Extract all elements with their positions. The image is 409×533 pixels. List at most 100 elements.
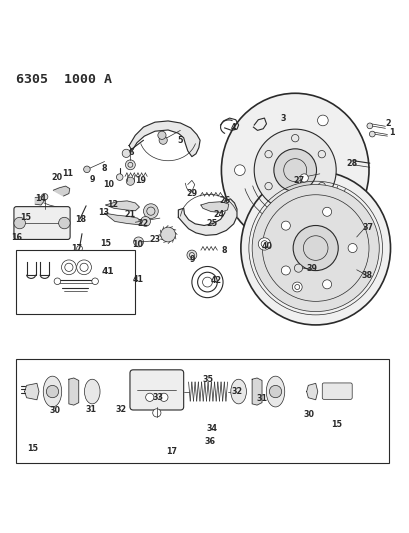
Text: 16: 16 [11, 233, 22, 243]
Polygon shape [25, 383, 39, 400]
Text: 40: 40 [261, 243, 272, 252]
Circle shape [160, 393, 168, 401]
Circle shape [366, 123, 372, 129]
Text: 27: 27 [292, 176, 303, 185]
Polygon shape [106, 201, 139, 211]
Text: 5: 5 [177, 136, 183, 145]
Text: 42: 42 [210, 276, 222, 285]
Text: 1: 1 [388, 127, 393, 136]
Text: 9: 9 [90, 175, 95, 184]
Text: 19: 19 [135, 176, 145, 185]
Text: 33: 33 [152, 393, 163, 402]
Circle shape [369, 131, 374, 137]
Text: 29: 29 [186, 189, 197, 198]
Text: 36: 36 [204, 438, 215, 447]
Circle shape [281, 266, 290, 275]
Polygon shape [69, 378, 79, 405]
Polygon shape [104, 213, 141, 225]
Text: 32: 32 [231, 386, 242, 395]
Text: 17: 17 [166, 447, 176, 456]
Ellipse shape [221, 93, 368, 247]
Text: 6: 6 [128, 148, 134, 157]
Text: 30: 30 [303, 410, 314, 419]
Polygon shape [129, 121, 200, 157]
Circle shape [126, 177, 134, 185]
Circle shape [258, 238, 270, 250]
Circle shape [46, 385, 58, 398]
Text: 38: 38 [361, 271, 372, 280]
Circle shape [61, 260, 76, 274]
Circle shape [292, 282, 301, 292]
Text: 13: 13 [98, 208, 108, 217]
Circle shape [252, 184, 378, 312]
Text: 35: 35 [202, 375, 213, 384]
Text: 20: 20 [51, 173, 62, 182]
Text: 21: 21 [124, 211, 136, 220]
Text: 2: 2 [385, 119, 391, 128]
Text: 4: 4 [230, 124, 236, 132]
Ellipse shape [240, 171, 390, 325]
Circle shape [273, 149, 316, 191]
Text: 12: 12 [107, 200, 118, 209]
Circle shape [76, 260, 91, 274]
Circle shape [292, 225, 337, 271]
FancyBboxPatch shape [321, 383, 351, 399]
Circle shape [54, 278, 61, 285]
Text: 6305  1000 A: 6305 1000 A [16, 73, 112, 86]
Text: 22: 22 [137, 219, 148, 228]
Circle shape [294, 264, 302, 272]
Circle shape [187, 250, 196, 260]
Text: 9: 9 [189, 255, 194, 264]
Text: 39: 39 [306, 264, 317, 273]
Circle shape [14, 217, 25, 229]
Text: 15: 15 [27, 444, 38, 453]
Circle shape [58, 217, 70, 229]
Bar [16, 250, 135, 313]
Circle shape [299, 174, 308, 182]
Circle shape [145, 393, 153, 401]
Text: 31: 31 [256, 394, 266, 403]
Polygon shape [178, 199, 236, 236]
Circle shape [125, 160, 135, 169]
Circle shape [133, 237, 143, 247]
Circle shape [269, 385, 281, 398]
Text: 17: 17 [72, 244, 82, 253]
FancyBboxPatch shape [130, 370, 183, 410]
Text: 23: 23 [149, 235, 160, 244]
Text: 41: 41 [133, 275, 144, 284]
Polygon shape [306, 383, 317, 400]
Text: 32: 32 [115, 405, 126, 414]
Text: 41: 41 [101, 267, 113, 276]
Circle shape [254, 129, 335, 211]
Circle shape [160, 227, 175, 242]
Text: 8: 8 [221, 246, 227, 255]
Ellipse shape [230, 379, 246, 404]
Text: 30: 30 [49, 406, 60, 415]
Polygon shape [200, 201, 228, 212]
Circle shape [234, 165, 245, 175]
Text: 24: 24 [213, 209, 225, 219]
Circle shape [281, 221, 290, 230]
Circle shape [122, 149, 130, 157]
Circle shape [157, 131, 166, 140]
Text: 18: 18 [75, 215, 87, 224]
Text: 26: 26 [218, 196, 230, 205]
Polygon shape [53, 186, 70, 196]
Circle shape [41, 193, 48, 200]
Ellipse shape [266, 376, 284, 407]
Circle shape [159, 136, 167, 144]
Ellipse shape [84, 379, 100, 404]
Circle shape [153, 409, 160, 417]
Text: 37: 37 [362, 223, 373, 232]
Circle shape [322, 207, 331, 216]
Circle shape [191, 266, 222, 297]
Circle shape [76, 246, 82, 252]
Text: 10: 10 [132, 240, 143, 249]
FancyBboxPatch shape [14, 207, 70, 239]
Text: 11: 11 [62, 169, 73, 179]
Text: 15: 15 [20, 213, 31, 222]
Text: 15: 15 [100, 239, 111, 248]
Text: 31: 31 [85, 406, 96, 415]
Text: 3: 3 [279, 114, 285, 123]
Polygon shape [35, 197, 44, 205]
